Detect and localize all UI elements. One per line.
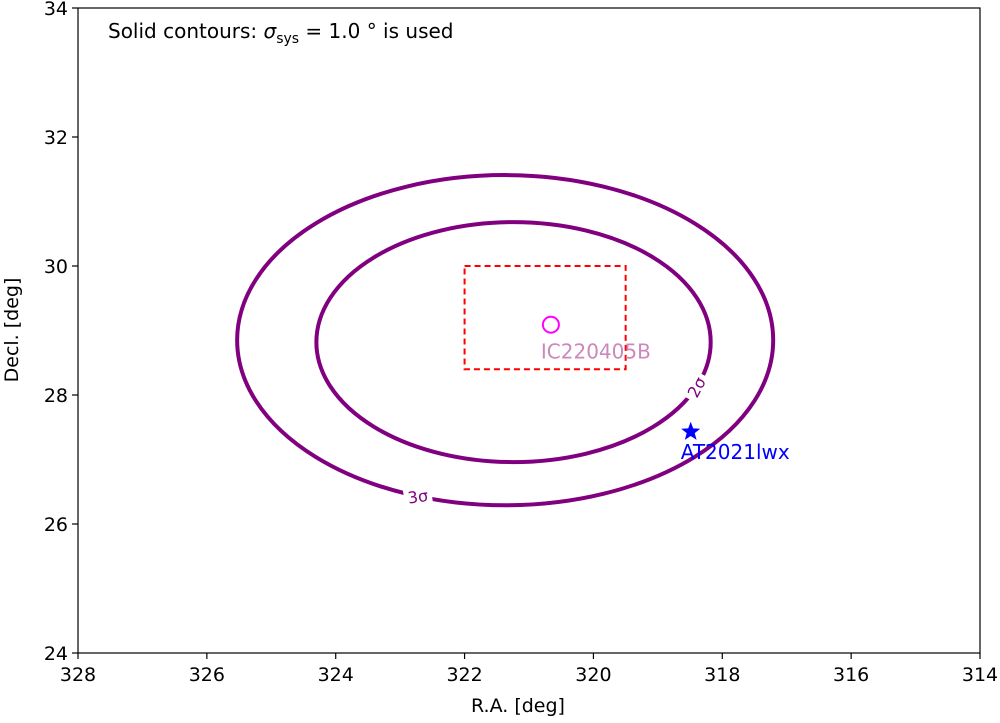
contour (235, 173, 776, 508)
x-tick-label: 326 (189, 664, 225, 686)
x-tick-label: 324 (318, 664, 354, 686)
y-tick-label: 32 (44, 127, 68, 149)
contour-label-gap (402, 484, 434, 509)
annotation-subscript: sys (276, 31, 299, 47)
annotation: Solid contours: σsys = 1.0 ° is used (108, 19, 454, 47)
y-tick-label: 24 (44, 643, 68, 665)
region-box (463, 265, 627, 371)
contour-label: 3σ (407, 486, 430, 508)
point-label: AT2021lwx (681, 440, 790, 464)
point-label: IC220405B (541, 340, 651, 364)
y-tick-label: 34 (44, 0, 68, 20)
x-tick-label: 314 (962, 664, 998, 686)
annotation-prefix: Solid contours: (108, 19, 264, 43)
x-tick-label: 322 (446, 664, 482, 686)
contour (314, 220, 713, 465)
x-tick-label: 328 (60, 664, 96, 686)
y-tick-label: 30 (44, 256, 68, 278)
x-tick-label: 318 (704, 664, 740, 686)
annotation-symbol: σ (264, 19, 278, 43)
plot-frame (77, 7, 981, 654)
annotation-suffix: = 1.0 ° is used (299, 19, 453, 43)
x-tick-label: 316 (833, 664, 869, 686)
point-marker (681, 421, 701, 440)
y-tick-label: 26 (44, 514, 68, 536)
x-axis-label: R.A. [deg] (471, 695, 565, 717)
point-marker (541, 315, 560, 334)
x-tick-label: 320 (575, 664, 611, 686)
contour-label-gap (680, 369, 712, 405)
y-axis-label: Decl. [deg] (1, 278, 23, 383)
y-tick-label: 28 (44, 385, 68, 407)
